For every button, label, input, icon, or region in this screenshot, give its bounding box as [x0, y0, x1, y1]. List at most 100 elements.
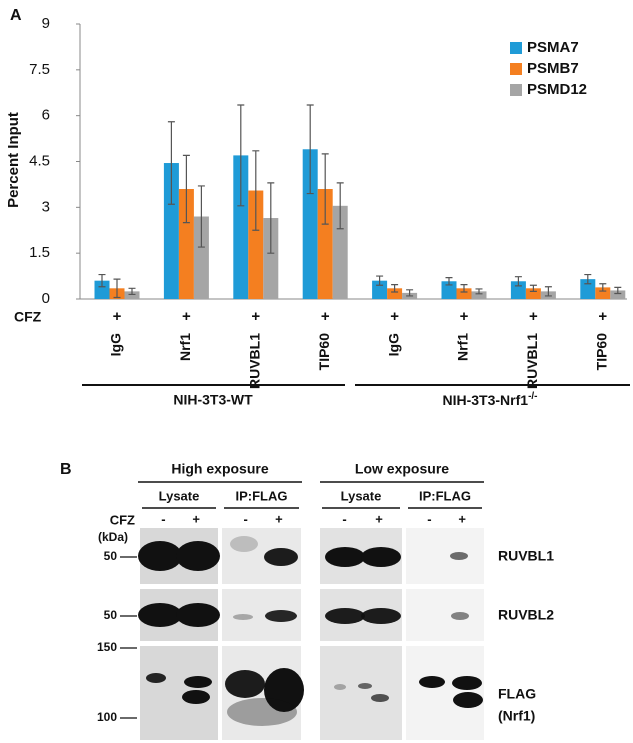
blot-band — [358, 683, 372, 689]
x-tick-label: IgG — [108, 333, 124, 356]
error-bar — [391, 284, 399, 293]
bar — [595, 287, 611, 299]
sample-group-label: IP:FLAG — [236, 488, 288, 503]
cfz-mark: + — [529, 308, 538, 325]
blot-band — [230, 536, 258, 552]
error-bar — [167, 121, 175, 205]
sample-group-label: IP:FLAG — [419, 488, 471, 503]
y-tick-label: 7.5 — [29, 61, 50, 78]
bar — [163, 163, 179, 299]
blot-band — [176, 603, 220, 627]
exposure-label: Low exposure — [355, 461, 449, 477]
y-tick-label: 4.5 — [29, 152, 50, 169]
blot-band — [138, 541, 182, 571]
blot-band — [176, 541, 220, 571]
bar — [525, 288, 541, 299]
blot-band — [264, 668, 304, 712]
blot-band — [451, 612, 469, 620]
error-bar — [128, 287, 136, 296]
error-bar — [98, 273, 106, 288]
bar — [317, 189, 333, 299]
marker-label: 150 — [97, 640, 117, 654]
error-bar — [267, 182, 275, 254]
error-bar — [321, 153, 329, 225]
bar — [456, 288, 472, 299]
y-tick-label: 6 — [42, 107, 50, 124]
legend-swatch — [510, 63, 522, 75]
blot-panel — [406, 589, 484, 641]
blot-band — [419, 676, 445, 688]
blot-cfz-mark: - — [342, 511, 346, 526]
blot-cfz-mark: - — [244, 511, 248, 526]
blot-band — [450, 552, 468, 560]
blot-panel — [320, 646, 402, 740]
y-axis-label: Percent Input — [5, 112, 22, 208]
bar — [372, 280, 388, 299]
error-bar — [376, 275, 384, 286]
x-tick-label: RUVBL1 — [247, 333, 263, 389]
error-bar — [113, 278, 121, 299]
blot-band — [146, 673, 166, 683]
bar — [233, 155, 249, 299]
bar — [193, 216, 209, 299]
blot-band — [182, 690, 210, 704]
sample-group-label: Lysate — [159, 488, 200, 503]
bar — [610, 290, 626, 299]
bar — [124, 291, 140, 299]
blot-cfz-mark: - — [427, 511, 431, 526]
kda-label: (kDa) — [98, 530, 128, 544]
panel-label: B — [60, 461, 72, 478]
exposure-label: High exposure — [171, 461, 268, 477]
blot-band — [184, 676, 212, 688]
y-tick-label: 3 — [42, 198, 50, 215]
cfz-mark: + — [321, 308, 330, 325]
cfz-mark: + — [390, 308, 399, 325]
bar — [94, 280, 110, 299]
blot-band — [265, 610, 297, 622]
blot-band — [453, 692, 483, 708]
x-tick-label: IgG — [385, 333, 401, 356]
x-tick-label: RUVBL1 — [524, 333, 540, 389]
blot-band — [325, 547, 365, 567]
bar — [510, 281, 526, 299]
bar — [471, 291, 487, 299]
cfz-mark: + — [113, 308, 122, 325]
x-tick-label: TIP60 — [594, 333, 610, 371]
y-tick-label: 9 — [42, 15, 50, 32]
x-tick-label: Nrf1 — [177, 333, 193, 361]
error-bar — [406, 289, 414, 297]
error-bar — [460, 284, 468, 293]
group-label-main: NIH-3T3-Nrf1 — [442, 392, 528, 408]
bar — [302, 149, 318, 299]
error-bar — [514, 276, 522, 287]
error-bar — [529, 284, 537, 292]
legend-label: PSMD12 — [527, 81, 587, 98]
marker-label: 100 — [97, 710, 117, 724]
legend-swatch — [510, 42, 522, 54]
legend-label: PSMA7 — [527, 39, 579, 56]
cfz-mark: + — [598, 308, 607, 325]
cfz-mark: + — [251, 308, 260, 325]
error-bar — [306, 104, 314, 195]
bar — [248, 190, 264, 299]
error-bar — [445, 277, 453, 286]
error-bar — [336, 182, 344, 230]
blot-cfz-mark: + — [192, 511, 200, 526]
legend-label: PSMB7 — [527, 60, 579, 77]
blot-band — [361, 547, 401, 567]
blot-band — [361, 608, 401, 624]
bar — [332, 205, 348, 299]
group-label: NIH-3T3-Nrf1-/- — [442, 391, 537, 408]
blot-band — [227, 698, 297, 726]
y-tick-label: 1.5 — [29, 244, 50, 261]
x-tick-label: TIP60 — [316, 333, 332, 371]
error-bar — [614, 286, 622, 295]
bar — [580, 279, 596, 299]
error-bar — [182, 154, 190, 224]
group-label-superscript: -/- — [528, 391, 537, 402]
blot-band — [371, 694, 389, 702]
cfz-mark: + — [182, 308, 191, 325]
bar — [178, 189, 194, 299]
